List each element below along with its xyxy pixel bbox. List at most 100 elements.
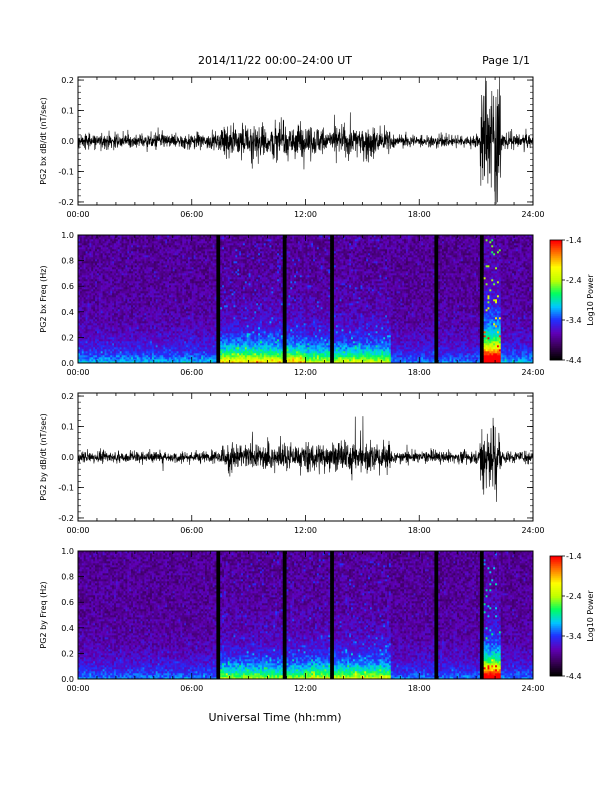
spectrogram-cell xyxy=(101,245,103,247)
spectrogram-cell xyxy=(84,333,86,335)
spectrogram-cell xyxy=(86,273,88,275)
spectrogram-cell xyxy=(106,257,108,259)
spectrogram-cell xyxy=(103,273,105,275)
spectrogram-cell xyxy=(86,253,88,255)
y-tick-label: 0.0 xyxy=(61,137,74,146)
spectrogram-cell xyxy=(103,263,105,265)
spectrogram-cell xyxy=(89,295,91,297)
spectrogram-cell xyxy=(105,349,107,351)
spectrogram-cell xyxy=(89,341,91,343)
spectrogram-cell xyxy=(80,355,82,357)
spectrogram-cell xyxy=(97,247,99,249)
spectrogram-cell xyxy=(103,275,105,277)
spectrogram-cell xyxy=(105,275,107,277)
spectrogram-cell xyxy=(82,343,84,345)
spectrogram-cell xyxy=(95,263,97,265)
spectrogram-cell xyxy=(89,273,91,275)
spectrogram-cell xyxy=(87,301,89,303)
spectrogram-cell xyxy=(84,241,86,243)
spectrogram-cell xyxy=(103,351,105,353)
spectrogram-cell xyxy=(97,251,99,253)
spectrogram-cell xyxy=(87,277,89,279)
spectrogram-cell xyxy=(106,253,108,255)
spectrogram-cell xyxy=(97,325,99,327)
spectrogram-cell xyxy=(101,345,103,347)
spectrogram-cell xyxy=(99,241,101,243)
spectrogram-cell xyxy=(82,271,84,273)
spectrogram-cell xyxy=(87,241,89,243)
spectrogram-cell xyxy=(89,275,91,277)
spectrogram-cell xyxy=(105,341,107,343)
spectrogram-cell xyxy=(91,303,93,305)
spectrogram-cell xyxy=(82,351,84,353)
spectrogram-cell xyxy=(84,357,86,359)
spectrogram-cell xyxy=(99,289,101,291)
spectrogram-cell xyxy=(86,349,88,351)
spectrogram-cell xyxy=(82,305,84,307)
spectrogram-cell xyxy=(105,335,107,337)
spectrogram-cell xyxy=(106,267,108,269)
spectrogram-cell xyxy=(80,299,82,301)
spectrogram-cell xyxy=(95,277,97,279)
spectrogram-cell xyxy=(86,297,88,299)
spectrogram-cell xyxy=(101,283,103,285)
spectrogram-cell xyxy=(101,295,103,297)
spectrogram-cell xyxy=(106,243,108,245)
spectrogram-cell xyxy=(91,313,93,315)
spectrogram-cell xyxy=(106,317,108,319)
spectrogram-cell xyxy=(105,289,107,291)
spectrogram-cell xyxy=(106,275,108,277)
spectrogram-cell xyxy=(95,323,97,325)
spectrogram-cell xyxy=(99,327,101,329)
spectrogram-cell xyxy=(103,285,105,287)
spectrogram-cell xyxy=(105,249,107,251)
spectrogram-cell xyxy=(101,285,103,287)
spectrogram-cell xyxy=(108,293,110,295)
spectrogram-cell xyxy=(103,305,105,307)
spectrogram-cell xyxy=(82,245,84,247)
spectrogram-cell xyxy=(97,239,99,241)
spectrogram-cell xyxy=(84,305,86,307)
spectrogram-cell xyxy=(89,285,91,287)
spectrogram-cell xyxy=(86,333,88,335)
spectrogram-cell xyxy=(99,351,101,353)
spectrogram-cell xyxy=(103,267,105,269)
spectrogram-cell xyxy=(106,277,108,279)
spectrogram-cell xyxy=(80,263,82,265)
spectrogram-cell xyxy=(82,273,84,275)
spectrogram-cell xyxy=(105,239,107,241)
spectrogram-cell xyxy=(101,241,103,243)
spectrogram-cell xyxy=(84,337,86,339)
spectrogram-cell xyxy=(89,279,91,281)
spectrogram-cell xyxy=(95,285,97,287)
spectrogram-cell xyxy=(82,299,84,301)
spectrogram-cell xyxy=(82,309,84,311)
spectrogram-cell xyxy=(93,275,95,277)
spectrogram-cell xyxy=(86,269,88,271)
spectrogram-cell xyxy=(84,281,86,283)
spectrogram-cell xyxy=(80,277,82,279)
spectrogram-cell xyxy=(99,299,101,301)
spectrogram-cell xyxy=(80,325,82,327)
spectrogram-cell xyxy=(106,301,108,303)
spectrogram-cell xyxy=(99,323,101,325)
spectrogram-cell xyxy=(80,329,82,331)
spectrogram-cell xyxy=(95,259,97,261)
spectrogram-cell xyxy=(103,247,105,249)
spectrogram-cell xyxy=(97,319,99,321)
spectrogram-cell xyxy=(106,349,108,351)
spectrogram-cell xyxy=(103,241,105,243)
spectrogram-cell xyxy=(82,301,84,303)
spectrogram-cell xyxy=(89,333,91,335)
spectrogram-cell xyxy=(108,315,110,317)
spectrogram-cell xyxy=(93,261,95,263)
spectrogram-cell xyxy=(105,267,107,269)
spectrogram-cell xyxy=(106,339,108,341)
spectrogram-cell xyxy=(86,287,88,289)
spectrogram-cell xyxy=(101,255,103,257)
spectrogram-cell xyxy=(91,311,93,313)
spectrogram-cell xyxy=(80,249,82,251)
spectrogram-cell xyxy=(86,315,88,317)
spectrogram-cell xyxy=(108,283,110,285)
spectrogram-cell xyxy=(101,299,103,301)
